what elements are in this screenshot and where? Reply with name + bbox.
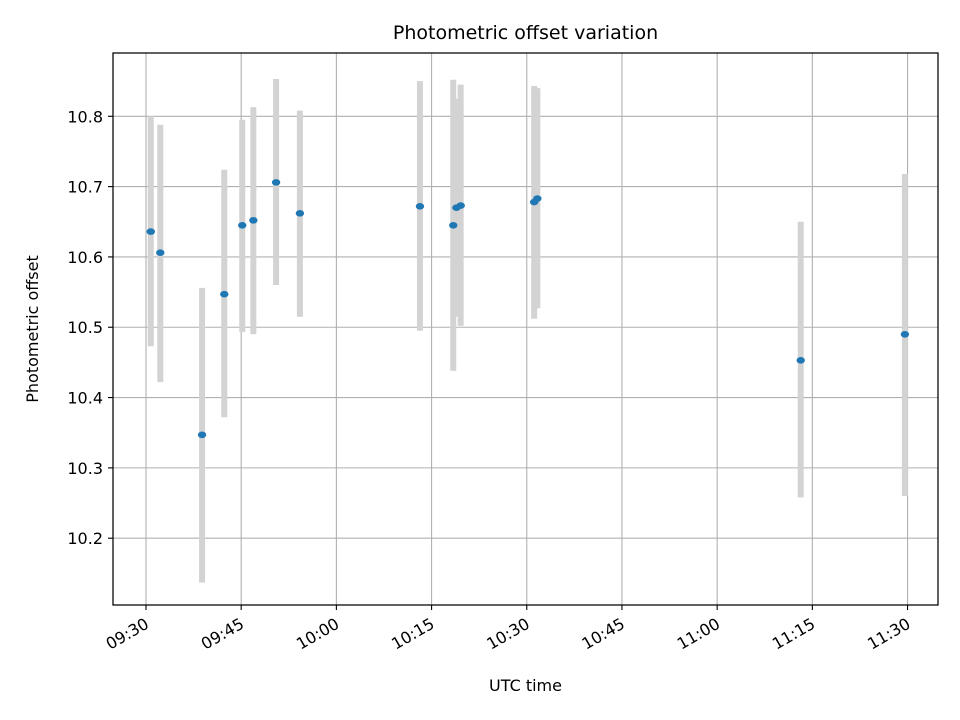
data-point <box>900 330 910 338</box>
y-axis-title: Photometric offset <box>23 255 42 403</box>
y-tick-label: 10.6 <box>67 248 103 267</box>
data-point <box>796 356 805 364</box>
data-point <box>238 221 247 229</box>
plot-frame <box>112 52 939 606</box>
y-axis-ticks: 10.2 10.3 10.4 10.5 10.6 10.7 10.8 <box>67 107 113 548</box>
data-point <box>456 202 465 209</box>
data-point <box>271 179 281 186</box>
chart-title: Photometric offset variation <box>393 22 658 44</box>
data-point <box>249 217 258 224</box>
y-tick-label: 10.8 <box>67 107 103 126</box>
y-tick-label: 10.4 <box>67 389 103 408</box>
y-tick-label: 10.3 <box>67 459 103 478</box>
data-point <box>295 210 305 217</box>
y-tick-label: 10.2 <box>67 529 103 548</box>
data-point <box>220 290 229 298</box>
x-axis-title: UTC time <box>489 676 562 695</box>
data-point <box>415 202 425 210</box>
data-points <box>146 179 910 439</box>
data-point <box>533 195 542 202</box>
data-point <box>197 431 207 439</box>
y-tick-label: 10.7 <box>67 178 103 197</box>
y-tick-label: 10.5 <box>67 318 103 337</box>
data-point <box>146 228 155 235</box>
data-point <box>156 249 165 257</box>
data-point <box>449 221 458 229</box>
